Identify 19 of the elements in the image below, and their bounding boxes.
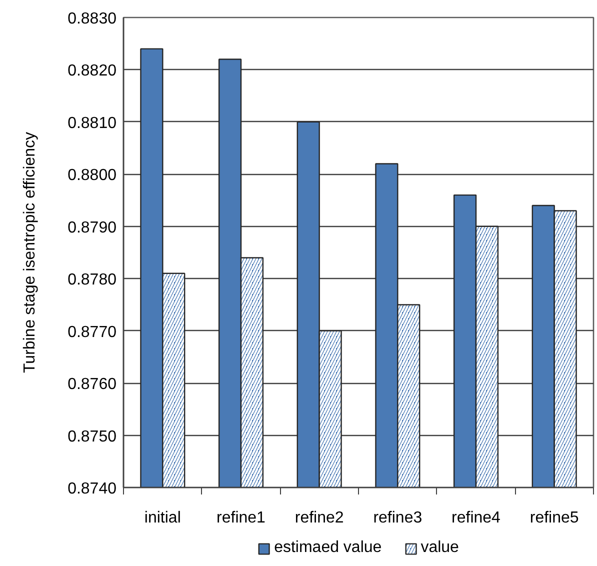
y-tick-label: 0.8830 (68, 10, 117, 28)
y-tick-label: 0.8750 (68, 428, 117, 446)
y-tick-label: 0.8820 (68, 62, 117, 80)
x-tick-label: refine5 (530, 510, 579, 526)
y-tick-label: 0.8760 (68, 376, 117, 394)
y-tick-label: 0.8770 (68, 324, 117, 341)
x-tick-label: initial (144, 510, 181, 526)
y-tick-label: 0.8810 (68, 114, 117, 132)
legend-label: estimaed value (274, 539, 382, 557)
x-tick-label: refine3 (373, 510, 422, 526)
legend-label: value (420, 539, 459, 557)
x-tick-label: refine1 (216, 510, 266, 526)
y-axis-title: Turbine stage isentropic efficiency (22, 132, 39, 374)
y-tick-label: 0.8800 (68, 167, 117, 184)
y-tick-label: 0.8780 (68, 272, 117, 289)
y-tick-label: 0.8790 (68, 219, 117, 236)
x-tick-label: refine4 (452, 510, 501, 526)
x-tick-label: refine2 (294, 510, 344, 526)
y-tick-label: 0.8740 (68, 480, 117, 498)
